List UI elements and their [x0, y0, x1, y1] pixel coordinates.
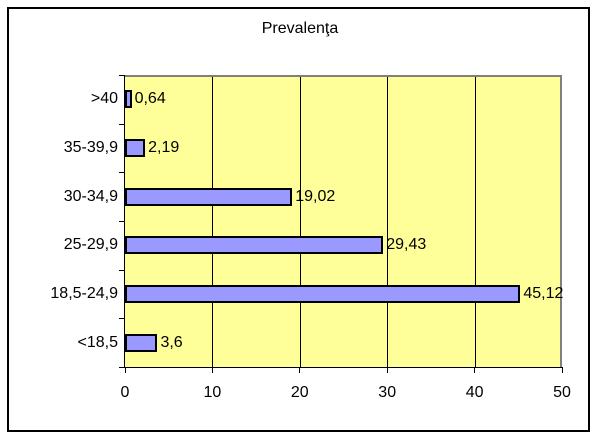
x-tick	[386, 367, 388, 373]
y-tick	[119, 123, 125, 125]
bar	[125, 139, 146, 157]
chart-title: Prevalenţa	[261, 20, 339, 37]
bar	[125, 236, 384, 255]
x-tick-label: 0	[120, 384, 130, 401]
x-tick-label: 50	[553, 384, 571, 401]
category-label: 25-29,9	[63, 236, 118, 254]
bar	[125, 285, 521, 303]
category-label: >40	[90, 90, 118, 108]
x-tick	[124, 367, 126, 373]
y-tick	[119, 367, 125, 368]
x-axis-line	[124, 367, 563, 368]
category-label: <18,5	[77, 333, 118, 351]
gridline	[212, 77, 214, 367]
x-tick	[299, 367, 301, 373]
value-label: 29,43	[386, 236, 427, 254]
bar	[125, 90, 132, 109]
y-tick	[119, 318, 125, 320]
category-label: 18,5-24,9	[50, 285, 118, 302]
x-tick-label: 20	[290, 384, 309, 401]
value-label: 19,02	[295, 187, 336, 205]
x-tick-label: 10	[203, 384, 222, 401]
value-label: 0,64	[134, 90, 166, 108]
y-tick	[119, 172, 125, 174]
y-tick	[119, 75, 125, 76]
x-tick	[474, 367, 476, 373]
value-label: 45,12	[523, 285, 564, 302]
x-tick-label: 40	[465, 384, 484, 401]
x-tick	[561, 367, 563, 373]
gridline	[299, 77, 301, 367]
category-label: 30-34,9	[63, 187, 118, 205]
gridline	[387, 77, 389, 367]
plot-area	[125, 75, 562, 367]
category-label: 35-39,9	[63, 139, 118, 156]
y-tick	[119, 269, 125, 271]
gridline	[474, 77, 476, 367]
value-label: 2,19	[148, 139, 180, 156]
x-tick	[211, 367, 213, 373]
y-tick	[119, 221, 125, 222]
bar	[125, 187, 293, 206]
x-tick-label: 30	[378, 384, 397, 401]
value-label: 3,6	[160, 333, 183, 351]
bar	[125, 333, 158, 352]
